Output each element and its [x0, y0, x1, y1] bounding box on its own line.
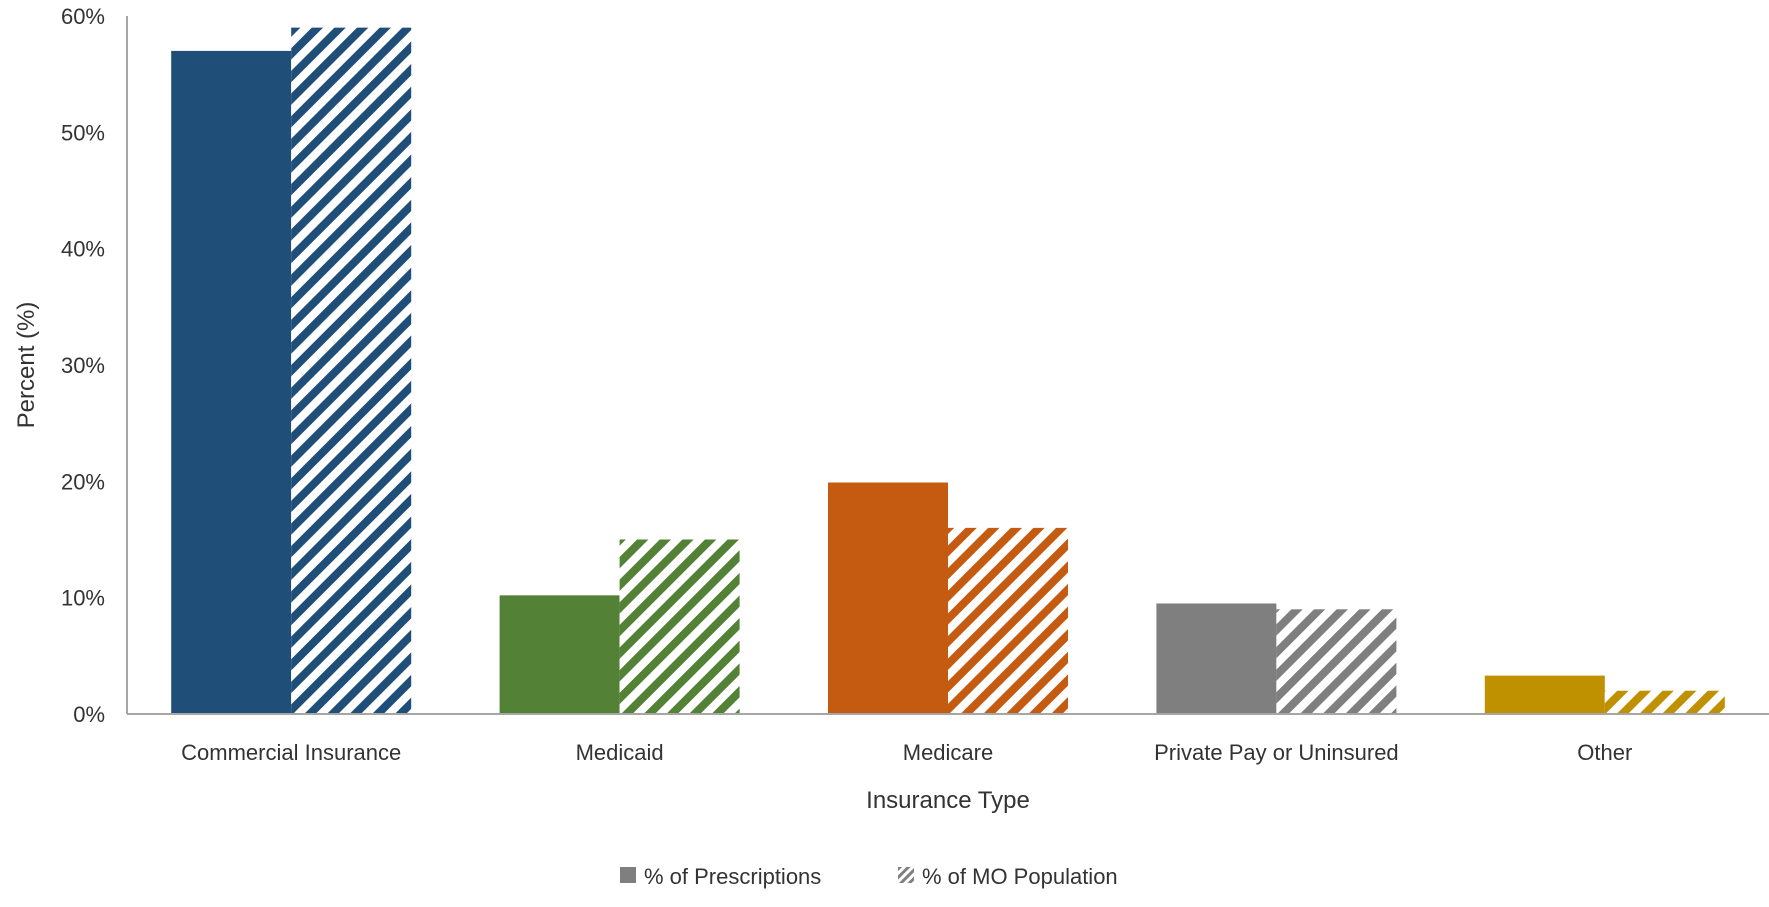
legend-swatch-population [898, 867, 914, 883]
y-tick-label: 10% [61, 586, 105, 611]
x-category-label: Other [1577, 740, 1632, 765]
bar-population [619, 539, 740, 714]
bar-prescriptions [171, 50, 292, 714]
y-tick-label: 40% [61, 237, 105, 262]
legend-label-population: % of MO Population [922, 864, 1118, 889]
y-axis-ticks: 0% 10% 20% 30% 40% 50% 60% [61, 4, 105, 727]
bar-prescriptions [499, 595, 620, 714]
bar-population [1604, 690, 1725, 714]
y-tick-label: 30% [61, 353, 105, 378]
x-category-label: Medicaid [576, 740, 664, 765]
legend-swatch-prescriptions [620, 867, 636, 883]
bar-prescriptions [828, 482, 948, 714]
x-category-label: Private Pay or Uninsured [1154, 740, 1399, 765]
y-tick-label: 0% [73, 702, 105, 727]
bar-population [948, 527, 1068, 714]
y-tick-label: 60% [61, 4, 105, 29]
bar-prescriptions [1156, 603, 1277, 714]
bar-population [1276, 609, 1397, 714]
y-tick-label: 50% [61, 120, 105, 145]
x-category-label: Medicare [903, 740, 993, 765]
y-axis-title: Percent (%) [13, 302, 40, 429]
bar-population [291, 27, 412, 714]
x-axis-categories: Commercial Insurance Medicaid Medicare Priv… [181, 740, 1632, 765]
x-axis-title: Insurance Type [866, 787, 1030, 814]
x-category-label: Commercial Insurance [181, 740, 401, 765]
plot-area [171, 27, 1725, 714]
legend: % of Prescriptions % of MO Population [620, 864, 1118, 889]
bar-prescriptions [1484, 675, 1605, 714]
legend-label-prescriptions: % of Prescriptions [644, 864, 821, 889]
y-tick-label: 20% [61, 469, 105, 494]
